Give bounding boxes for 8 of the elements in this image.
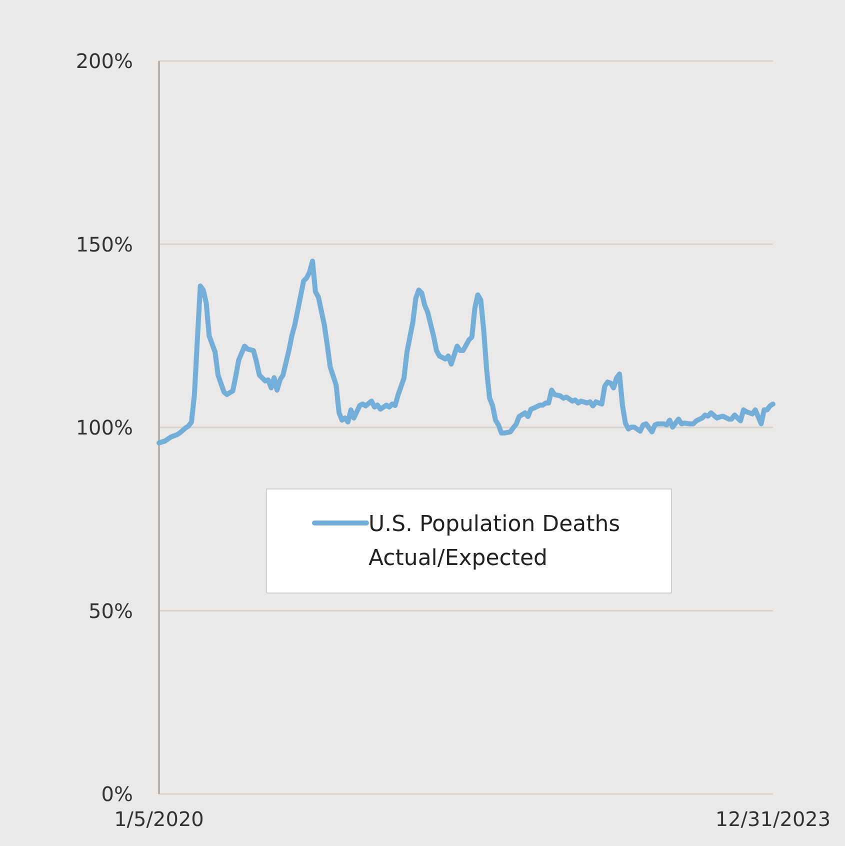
x-tick-label: 1/5/2020 — [114, 807, 204, 831]
x-tick-label: 12/31/2023 — [715, 807, 831, 831]
y-tick-label: 150% — [76, 232, 133, 256]
y-tick-label: 50% — [88, 598, 133, 623]
legend-label: U.S. Population Deaths Actual/Expected — [368, 512, 620, 571]
y-tick-label: 200% — [76, 49, 133, 73]
y-tick-label: 0% — [101, 782, 133, 806]
y-tick-label: 100% — [76, 416, 133, 440]
